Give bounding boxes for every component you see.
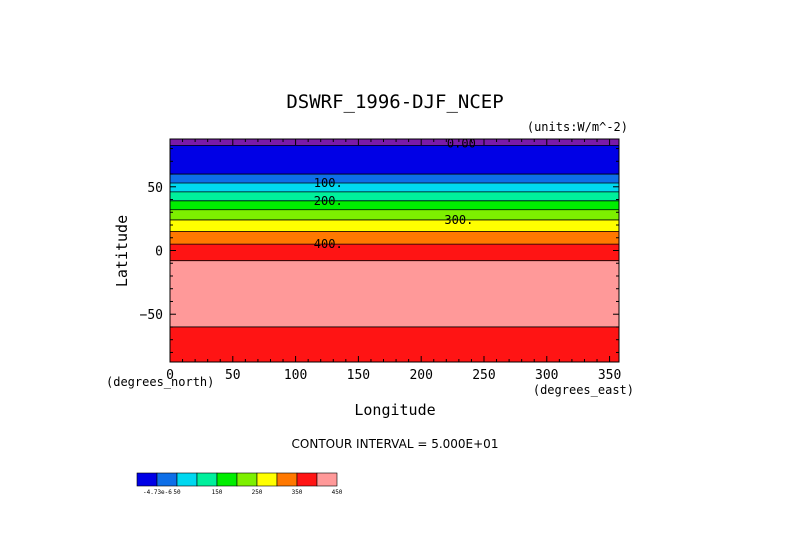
colorbar-label: -4.73e-6 — [143, 489, 172, 496]
x-tick-label: 200 — [409, 368, 432, 383]
colorbar-box-9 — [316, 472, 338, 487]
y-axis-ticks: −50 0 50 — [140, 148, 619, 353]
band-8 — [170, 231, 619, 245]
band-7 — [170, 219, 619, 232]
x-tick-label: 150 — [347, 368, 370, 383]
band-6 — [170, 209, 619, 220]
x-tick-label: 100 — [284, 368, 307, 383]
y-axis-label: Latitude — [113, 215, 131, 287]
colorbar-box-1 — [156, 472, 178, 487]
colorbar-box-3 — [196, 472, 218, 487]
band-4 — [170, 191, 619, 201]
colorbar-box-2 — [176, 472, 198, 487]
plot-area — [170, 139, 619, 362]
x-unit-label: (degrees_east) — [533, 383, 634, 397]
x-axis-label: Longitude — [354, 401, 435, 419]
band-0 — [170, 139, 619, 146]
colorbar-box-7 — [276, 472, 298, 487]
band-5 — [170, 200, 619, 210]
colorbar-box-6 — [256, 472, 278, 487]
contour-label-2: 200. — [314, 194, 343, 208]
band-10 — [170, 260, 619, 327]
x-tick-label: 250 — [472, 368, 495, 383]
x-axis-ticks: 0 50 100 150 200 250 300 350 — [166, 139, 621, 383]
contour-labels: 0.00 100. 200. 300. 400. — [314, 136, 476, 251]
colorbar-box-0 — [136, 472, 158, 487]
band-2 — [170, 174, 619, 183]
y-tick-label: 50 — [147, 181, 163, 196]
colorbar-label: 150 — [212, 489, 223, 496]
colorbar-label: 350 — [292, 489, 303, 496]
y-tick-label: 0 — [155, 245, 163, 260]
band-9 — [170, 244, 619, 261]
contour-lines — [170, 144, 619, 328]
contour-label-3: 300. — [444, 213, 473, 227]
band-11 — [170, 326, 619, 362]
colorbar-box-4 — [216, 472, 238, 487]
y-unit-label: (degrees_north) — [106, 375, 214, 389]
x-tick-label: 0 — [166, 368, 174, 383]
x-tick-label: 300 — [535, 368, 558, 383]
band-3 — [170, 182, 619, 192]
colorbar-box-8 — [296, 472, 318, 487]
units-label: (units:W/m^-2) — [527, 120, 628, 134]
colorbar-label: 250 — [252, 489, 263, 496]
contour-label-1: 100. — [314, 176, 343, 190]
contour-label-0: 0.00 — [447, 136, 476, 150]
colorbar-label: 450 — [332, 489, 343, 496]
chart-title: DSWRF_1996-DJF_NCEP — [286, 91, 503, 113]
band-1 — [170, 145, 619, 175]
colorbar-label: 50 — [173, 489, 181, 496]
contour-interval-text: CONTOUR INTERVAL = 5.000E+01 — [292, 437, 499, 451]
y-tick-label: −50 — [140, 308, 163, 323]
x-tick-label: 50 — [225, 368, 241, 383]
contour-label-4: 400. — [314, 237, 343, 251]
colorbar-box-5 — [236, 472, 258, 487]
x-tick-label: 350 — [598, 368, 621, 383]
colorbar: -4.73e-6 50 150 250 350 450 — [136, 472, 343, 496]
